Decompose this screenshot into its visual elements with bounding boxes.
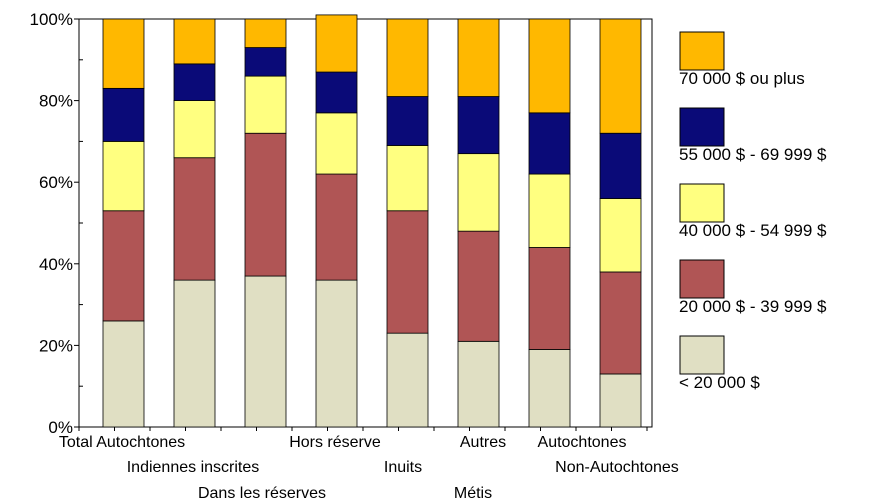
bar-segment-5-series-2 (386, 210, 429, 334)
bar-segment-7-series-1 (528, 349, 571, 428)
bar-segment-8-series-5 (599, 18, 642, 134)
bar-segment-6-series-2 (457, 230, 500, 342)
y-tick-label: 20% (39, 336, 73, 355)
bar-segment-1-series-5 (102, 18, 145, 89)
x-category-label: Indiennes inscrites (127, 459, 260, 476)
bar-segment-4-series-1 (315, 279, 358, 428)
bar-segment-7-series-4 (528, 112, 571, 175)
x-category-label: Total Autochtones (59, 434, 185, 451)
bar-segment-8-series-2 (599, 271, 642, 375)
bar-segment-8-series-3 (599, 198, 642, 273)
bar-segment-3-series-1 (244, 275, 287, 428)
legend-label: 70 000 $ ou plus (679, 69, 805, 88)
bar-segment-3-series-3 (244, 75, 287, 134)
bar-segment-6-series-1 (457, 340, 500, 428)
bar-segment-4-series-5 (315, 14, 358, 73)
bar-segment-1-series-1 (102, 320, 145, 428)
bar-segment-2-series-3 (173, 100, 216, 159)
bar-segment-5-series-5 (386, 18, 429, 97)
bar-segment-2-series-4 (173, 63, 216, 102)
y-tick-label: 80% (39, 92, 73, 111)
bar-segment-7-series-5 (528, 18, 571, 114)
x-category-label: Métis (454, 485, 492, 502)
legend-swatch (679, 107, 725, 147)
bar-segment-2-series-1 (173, 279, 216, 428)
bar-segment-4-series-4 (315, 71, 358, 114)
y-tick-label: 0% (48, 418, 73, 437)
legend: 70 000 $ ou plus 55 000 $ - 69 999 $ 40 0… (679, 31, 827, 392)
bar-segment-5-series-3 (386, 145, 429, 212)
bar-segment-2-series-5 (173, 18, 216, 65)
legend-swatch (679, 31, 725, 71)
x-category-label: Hors réserve (289, 434, 381, 451)
bar-segment-1-series-2 (102, 210, 145, 322)
x-category-label: Inuits (384, 459, 422, 476)
bar-segment-4-series-2 (315, 173, 358, 281)
legend-label: 40 000 $ - 54 999 $ (679, 221, 827, 240)
legend-swatch (679, 335, 725, 375)
legend-label: 55 000 $ - 69 999 $ (679, 145, 827, 164)
bar-segment-5-series-4 (386, 96, 429, 146)
bar-segment-3-series-5 (244, 18, 287, 48)
bar-segment-4-series-3 (315, 112, 358, 175)
bar-segment-2-series-2 (173, 157, 216, 281)
bar-segment-8-series-4 (599, 132, 642, 199)
axes-group: 0% 20% 40% 60% 80% 100% Total Autochtones Indie… (30, 10, 679, 502)
bar-segment-5-series-1 (386, 332, 429, 428)
bar-segment-6-series-3 (457, 153, 500, 232)
legend-label: 20 000 $ - 39 999 $ (679, 297, 827, 316)
y-tick-label: 100% (30, 10, 73, 29)
bar-segment-8-series-1 (599, 373, 642, 428)
bar-segment-3-series-2 (244, 132, 287, 277)
x-category-label: Dans les réserves (198, 485, 326, 502)
x-category-label: Autres (460, 434, 506, 451)
x-category-label: Non-Autochtones (555, 459, 679, 476)
y-tick-label: 40% (39, 255, 73, 274)
y-tick-label: 60% (39, 173, 73, 192)
bar-segment-1-series-3 (102, 140, 145, 212)
legend-label: < 20 000 $ (679, 373, 760, 392)
x-category-label: Autochtones (538, 434, 627, 451)
bar-segment-6-series-5 (457, 18, 500, 97)
bar-segment-7-series-2 (528, 247, 571, 350)
bar-segment-6-series-4 (457, 96, 500, 155)
bars-group (102, 14, 642, 428)
bar-segment-7-series-3 (528, 173, 571, 248)
legend-swatch (679, 183, 725, 223)
bar-segment-1-series-4 (102, 87, 145, 142)
bar-segment-3-series-4 (244, 47, 287, 77)
legend-swatch (679, 259, 725, 299)
